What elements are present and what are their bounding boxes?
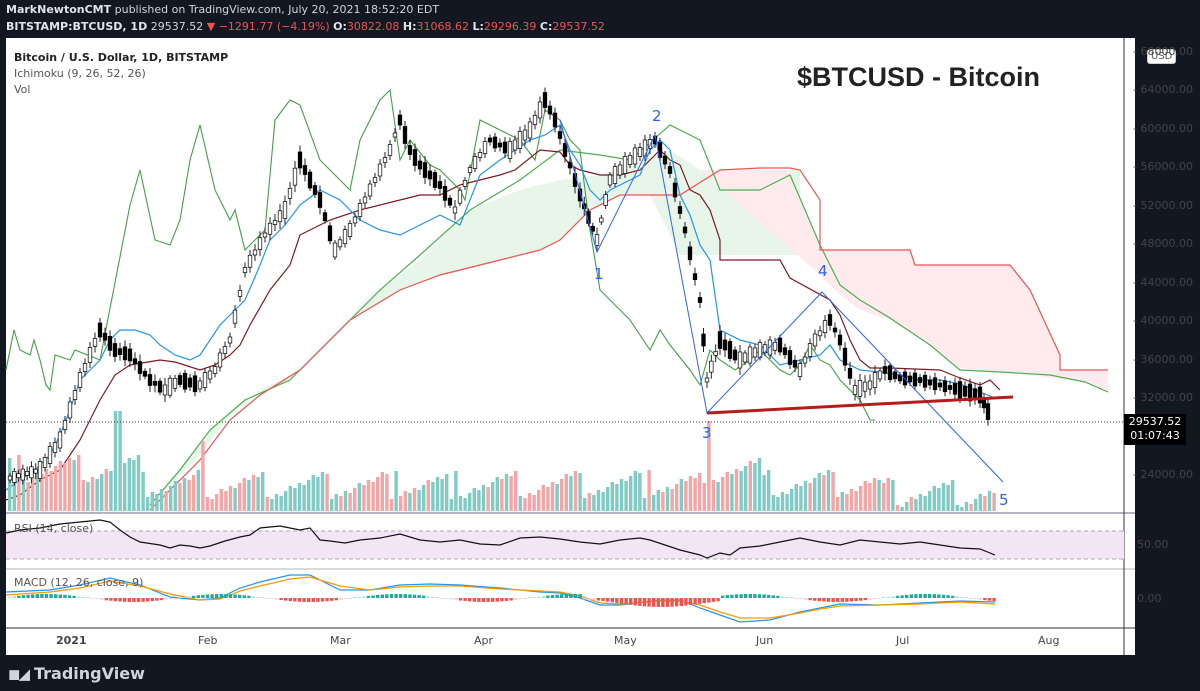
chikou-span xyxy=(5,88,875,421)
open-label: O: xyxy=(333,20,347,33)
time-tick: Apr xyxy=(474,634,494,647)
price-tick: - 24000.00 xyxy=(1133,468,1193,481)
price-tick: - 68000.00 xyxy=(1133,45,1193,58)
macd-histogram xyxy=(8,594,996,607)
price-change: −1291.77 (−4.19%) xyxy=(218,20,330,33)
candlesticks xyxy=(7,87,991,486)
chart-legend: Bitcoin / U.S. Dollar, 1D, BITSTAMP Ichi… xyxy=(14,50,228,98)
tradingview-logo-icon: ◼◢ xyxy=(8,664,30,683)
high-label: H: xyxy=(402,20,417,33)
open-value: 30822.08 xyxy=(346,20,400,33)
time-tick: Mar xyxy=(330,634,351,647)
kumo-bullish xyxy=(150,150,800,505)
tradingview-logo[interactable]: ◼◢ TradingView xyxy=(8,664,145,683)
price-tick: - 56000.00 xyxy=(1133,160,1193,173)
price-tick: - 36000.00 xyxy=(1133,353,1193,366)
tenkan-sen xyxy=(5,124,996,491)
price-tick: - 40000.00 xyxy=(1133,314,1193,327)
time-tick: Jul xyxy=(896,634,910,647)
publisher-name[interactable]: MarkNewtonCMT xyxy=(6,3,112,16)
support-trendline[interactable] xyxy=(706,395,1014,415)
overlay-title: $BTCUSD - Bitcoin xyxy=(797,62,1040,92)
senkou-span-b xyxy=(149,167,1108,511)
bar-countdown: 01:07:43 xyxy=(1130,429,1180,442)
price-tick: - 52000.00 xyxy=(1133,199,1193,212)
last-price-value: 29537.52 xyxy=(1128,415,1182,428)
time-tick: 2021 xyxy=(56,634,87,647)
rsi-legend[interactable]: RSI (14, close) xyxy=(14,522,94,535)
price-tick: - 64000.00 xyxy=(1133,83,1193,96)
time-tick: Aug xyxy=(1038,634,1060,647)
ichimoku-legend[interactable]: Ichimoku (9, 26, 52, 26) xyxy=(14,67,146,80)
volume-legend[interactable]: Vol xyxy=(14,83,31,96)
rsi-band xyxy=(6,531,1124,559)
elliott-wave-path xyxy=(559,119,1004,483)
price-tick: - 44000.00 xyxy=(1133,276,1193,289)
price-tick: - 32000.00 xyxy=(1133,391,1193,404)
price-tick: - 48000.00 xyxy=(1133,237,1193,250)
price-tick: - 60000.00 xyxy=(1133,122,1193,135)
symbol-title: Bitcoin / U.S. Dollar, 1D, BITSTAMP xyxy=(14,51,229,64)
wave-label-4: 4 xyxy=(818,262,828,280)
tradingview-brand: TradingView xyxy=(34,664,145,683)
symbol: BITSTAMP:BTCUSD, 1D xyxy=(6,20,148,33)
kumo-bearish xyxy=(700,170,1108,392)
last-price: 29537.52 xyxy=(150,20,204,33)
wave-label-1: 1 xyxy=(594,265,604,283)
close-value: 29537.52 xyxy=(552,20,605,33)
rsi-tick: 50.00 xyxy=(1137,538,1169,551)
close-label: C: xyxy=(539,20,553,33)
published-text: published on TradingView.com, July 20, 2… xyxy=(114,3,440,16)
down-arrow-icon: ▼ xyxy=(206,20,216,33)
low-label: L: xyxy=(472,20,484,33)
time-tick: Feb xyxy=(198,634,218,647)
wave-label-5: 5 xyxy=(999,491,1009,509)
macd-tick: 0.00 xyxy=(1137,592,1162,605)
publish-info: MarkNewtonCMT published on TradingView.c… xyxy=(6,3,439,16)
time-tick: Jun xyxy=(756,634,774,647)
wave-label-3: 3 xyxy=(702,424,712,442)
last-price-tag: 29537.52 01:07:43 xyxy=(1124,414,1186,445)
low-value: 29296.39 xyxy=(483,20,537,33)
symbol-info: BITSTAMP:BTCUSD, 1D 29537.52 ▼ −1291.77 … xyxy=(6,20,605,33)
signal-line xyxy=(5,576,996,619)
rsi-line xyxy=(5,519,996,559)
volume-bars xyxy=(8,411,996,511)
wave-label-2: 2 xyxy=(652,107,662,125)
currency-badge[interactable]: USD xyxy=(1147,49,1177,64)
macd-legend[interactable]: MACD (12, 26, close, 9) xyxy=(14,576,144,589)
high-value: 31068.62 xyxy=(416,20,470,33)
kijun-sen xyxy=(5,149,1001,501)
time-tick: May xyxy=(614,634,637,647)
